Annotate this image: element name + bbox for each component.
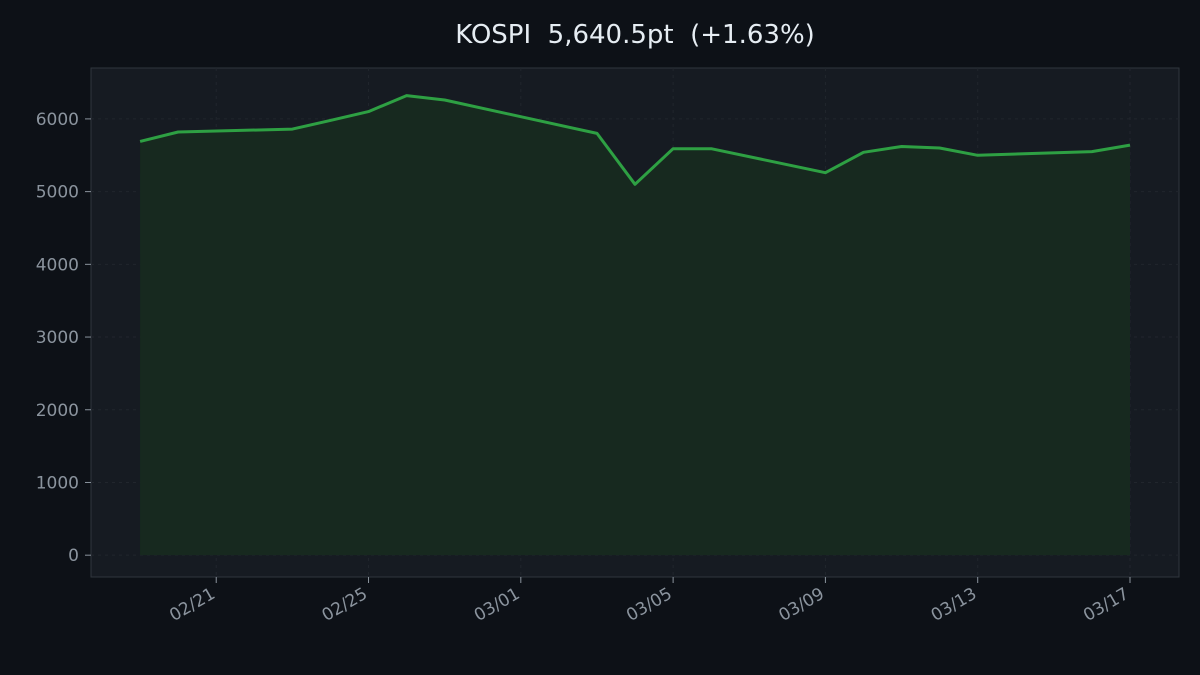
- chart-title: KOSPI 5,640.5pt (+1.63%): [455, 20, 815, 50]
- y-tick-label: 6000: [36, 110, 79, 130]
- y-tick-label: 2000: [36, 401, 79, 421]
- price-line: [139, 94, 1131, 186]
- x-tick-label: 02/25: [319, 584, 371, 626]
- y-tick-label: 5000: [36, 183, 79, 203]
- y-tick-label: 0: [68, 546, 79, 566]
- y-tick-label: 4000: [36, 255, 79, 275]
- y-tick-label: 3000: [36, 328, 79, 348]
- x-tick-label: 03/05: [623, 584, 675, 626]
- x-tick-label: 03/09: [775, 584, 827, 626]
- x-tick-label: 03/01: [471, 584, 523, 626]
- x-tick-label: 02/21: [166, 584, 218, 626]
- area-fill: [140, 95, 1130, 556]
- y-tick-label: 1000: [36, 473, 79, 493]
- x-tick-label: 03/17: [1080, 584, 1132, 626]
- x-tick-label: 03/13: [928, 584, 980, 626]
